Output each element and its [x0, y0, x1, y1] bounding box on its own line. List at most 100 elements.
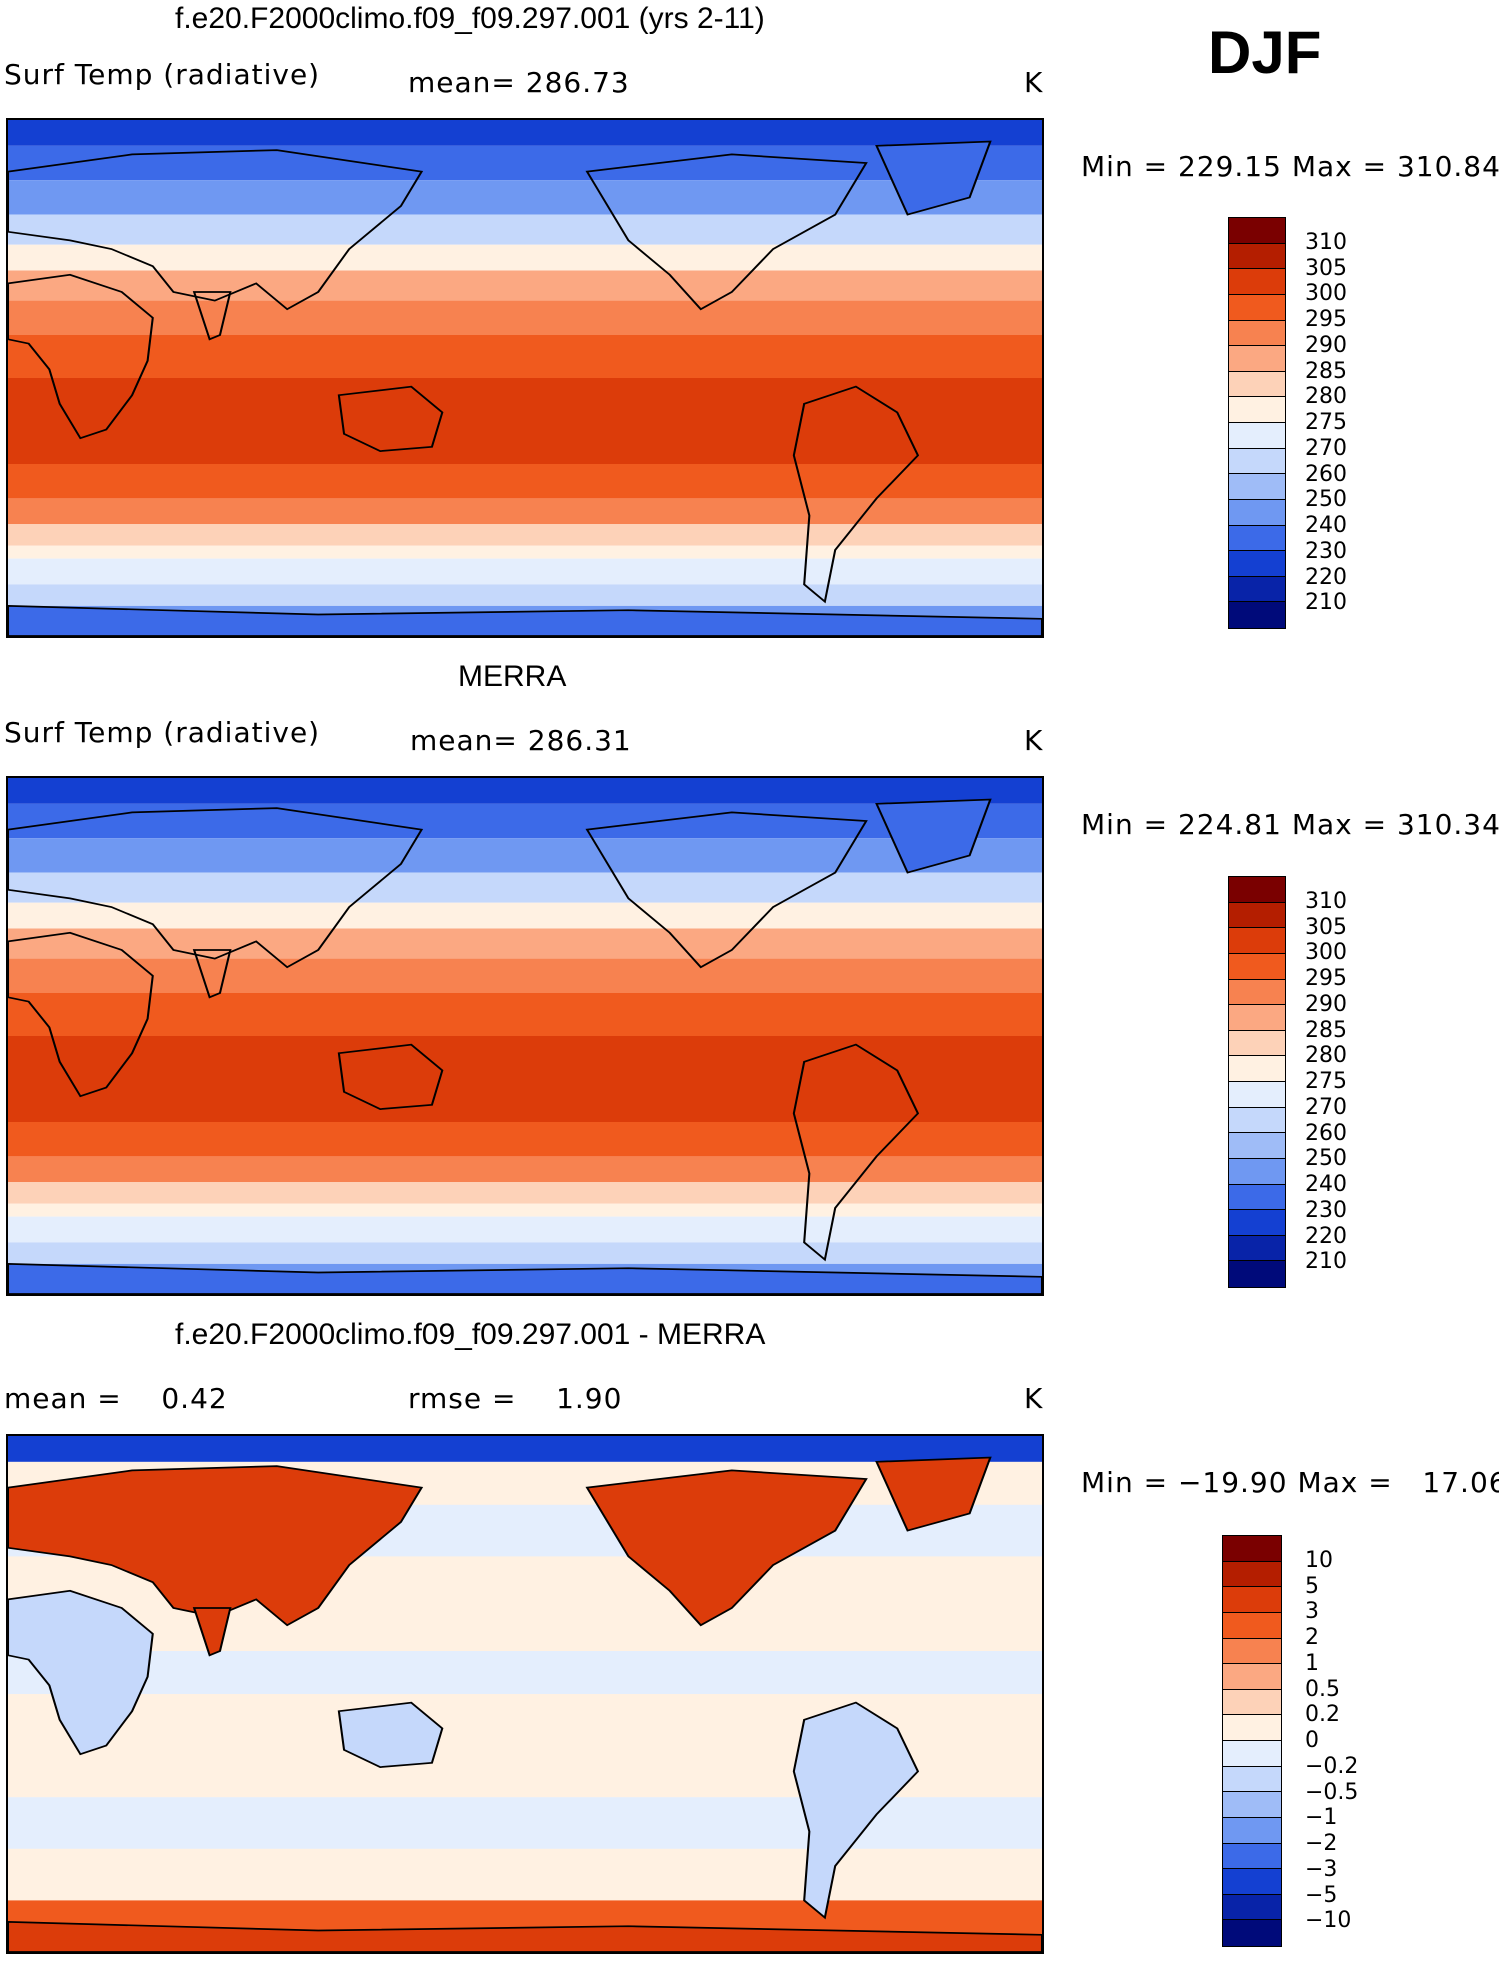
colorbar-box	[1223, 1536, 1281, 1562]
colorbar-tick-label: 220	[1305, 564, 1347, 590]
colorbar-box	[1229, 576, 1285, 603]
colorbar-tick-label: 210	[1305, 590, 1347, 616]
variable-label: Surf Temp (radiative)	[4, 58, 321, 91]
colorbar-tick-label: 250	[1305, 1146, 1347, 1172]
colorbar-tick-label: 230	[1305, 538, 1347, 564]
colorbar-tick-label: 305	[1305, 255, 1347, 281]
colorbar-tick-label: 280	[1305, 384, 1347, 410]
colorbar-tick-label: −2	[1305, 1831, 1338, 1856]
colorbar-tick-label: 290	[1305, 332, 1347, 358]
minmax-label: Min = −19.90 Max = 17.06	[1081, 1466, 1499, 1499]
map-field	[8, 778, 1042, 1294]
mean-label: mean= 286.73	[408, 66, 630, 99]
panel-title: f.e20.F2000climo.f09_f09.297.001 (yrs 2-…	[175, 2, 765, 35]
colorbar-tick-label: −0.2	[1305, 1753, 1359, 1779]
colorbar-box	[1229, 320, 1285, 347]
temperature-map	[6, 118, 1044, 638]
colorbar-tick-label: 280	[1305, 1043, 1347, 1069]
colorbar-box	[1229, 1261, 1285, 1287]
colorbar-tick-label: 240	[1305, 1172, 1347, 1197]
colorbar-tick-label: 0	[1305, 1728, 1319, 1753]
panel-title: f.e20.F2000climo.f09_f09.297.001 - MERRA	[175, 1318, 766, 1351]
minmax-label: Min = 224.81 Max = 310.34	[1081, 808, 1499, 841]
colorbar-box	[1229, 902, 1285, 929]
colorbar-box	[1229, 269, 1285, 295]
colorbar-box	[1229, 499, 1285, 526]
colorbar-box	[1223, 1715, 1281, 1741]
colorbar-box	[1229, 423, 1285, 449]
colorbar-box	[1223, 1741, 1281, 1767]
colorbar-tick-label: 5	[1305, 1573, 1319, 1599]
colorbar-box	[1229, 1158, 1285, 1185]
colorbar-box	[1229, 525, 1285, 552]
colorbar-tick-label: 220	[1305, 1223, 1347, 1249]
colorbar-tick-label: 300	[1305, 940, 1347, 966]
colorbar-box	[1229, 243, 1285, 270]
mean-label: mean = 0.42	[4, 1382, 228, 1415]
colorbar-tick-label: 295	[1305, 307, 1347, 332]
colorbar-box	[1229, 1082, 1285, 1108]
units-label: K	[1024, 66, 1044, 99]
colorbar-tick-label: 1	[1305, 1650, 1319, 1676]
colorbar-tick-label: −3	[1305, 1856, 1338, 1882]
colorbar-box	[1229, 346, 1285, 372]
colorbar-tick-label: 3	[1305, 1599, 1319, 1625]
colorbar-box	[1229, 979, 1285, 1006]
colorbar-tick-label: 10	[1305, 1547, 1333, 1573]
temperature-map	[6, 776, 1044, 1296]
variable-label: Surf Temp (radiative)	[4, 716, 321, 749]
colorbar-box	[1229, 1210, 1285, 1236]
colorbar-box	[1223, 1612, 1281, 1639]
colorbar-tick-label: 260	[1305, 461, 1347, 487]
colorbar-tick-label: 310	[1305, 229, 1347, 255]
colorbar-tick-label: 275	[1305, 1069, 1347, 1094]
colorbar	[1228, 217, 1286, 629]
colorbar-tick-label: 210	[1305, 1249, 1347, 1275]
colorbar-box	[1229, 1005, 1285, 1031]
colorbar	[1228, 876, 1286, 1288]
colorbar-box	[1229, 218, 1285, 244]
colorbar-tick-label: 290	[1305, 991, 1347, 1017]
colorbar-box	[1229, 602, 1285, 628]
colorbar-tick-label: 310	[1305, 888, 1347, 914]
colorbar-tick-label: 270	[1305, 1094, 1347, 1120]
colorbar-box	[1229, 448, 1285, 475]
rmse-label: rmse = 1.90	[408, 1382, 623, 1415]
colorbar-box	[1229, 1235, 1285, 1262]
units-label: K	[1024, 724, 1044, 757]
colorbar-tick-label: 0.2	[1305, 1702, 1340, 1728]
minmax-label: Min = 229.15 Max = 310.84	[1081, 150, 1499, 183]
mean-label: mean= 286.31	[410, 724, 632, 757]
colorbar-box	[1229, 474, 1285, 500]
colorbar-tick-label: 250	[1305, 487, 1347, 513]
colorbar-tick-label: −5	[1305, 1882, 1338, 1908]
colorbar-box	[1229, 953, 1285, 980]
season-label: DJF	[1208, 19, 1322, 86]
colorbar-box	[1229, 551, 1285, 577]
units-label: K	[1024, 1382, 1044, 1415]
colorbar	[1222, 1535, 1282, 1947]
colorbar-box	[1223, 1843, 1281, 1870]
colorbar-box	[1229, 1030, 1285, 1057]
colorbar-box	[1229, 1107, 1285, 1134]
colorbar-tick-label: 275	[1305, 410, 1347, 435]
colorbar-box	[1223, 1920, 1281, 1946]
colorbar-box	[1223, 1638, 1281, 1665]
colorbar-box	[1223, 1664, 1281, 1690]
colorbar-box	[1229, 1133, 1285, 1159]
panel-title: MERRA	[458, 660, 567, 693]
colorbar-box	[1223, 1894, 1281, 1921]
colorbar-box	[1223, 1689, 1281, 1716]
colorbar-tick-label: 260	[1305, 1120, 1347, 1146]
colorbar-tick-label: −10	[1305, 1908, 1352, 1934]
map-field	[8, 120, 1042, 636]
colorbar-tick-label: 240	[1305, 513, 1347, 538]
colorbar-tick-label: 300	[1305, 281, 1347, 307]
colorbar-tick-label: 285	[1305, 358, 1347, 384]
colorbar-box	[1223, 1792, 1281, 1818]
colorbar-tick-label: 305	[1305, 914, 1347, 940]
colorbar-tick-label: 2	[1305, 1625, 1319, 1650]
colorbar-tick-label: 0.5	[1305, 1676, 1340, 1702]
colorbar-box	[1223, 1869, 1281, 1895]
colorbar-box	[1229, 877, 1285, 903]
